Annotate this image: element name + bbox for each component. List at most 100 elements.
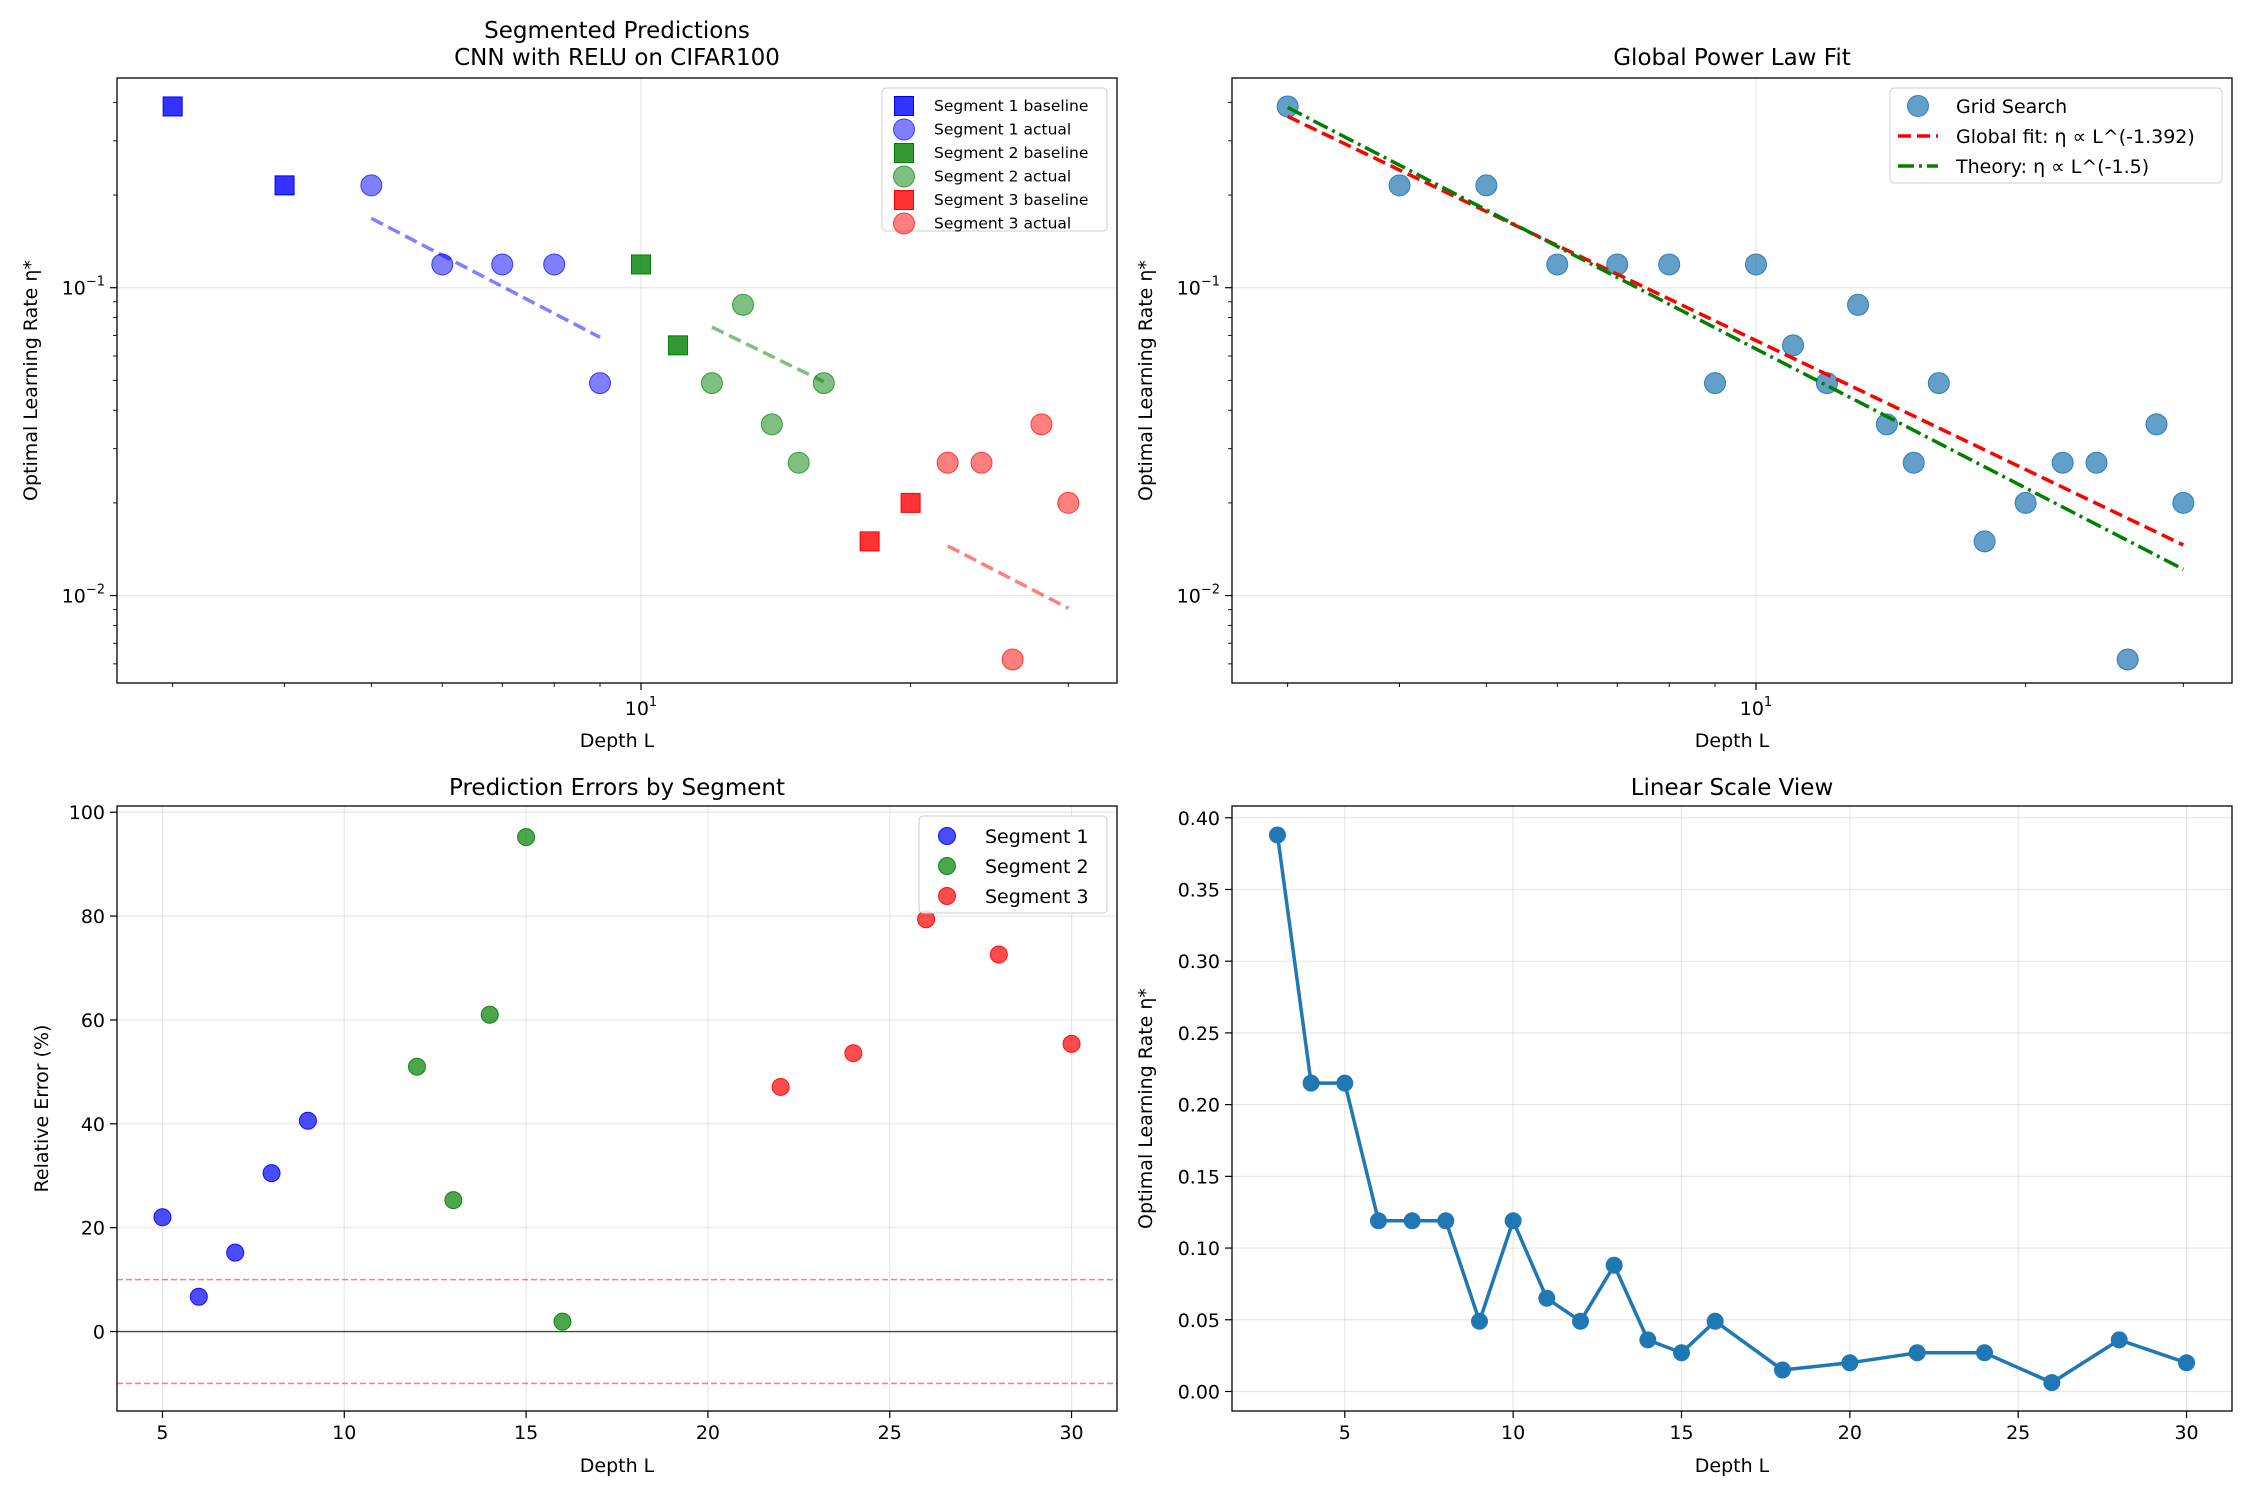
error-point [226, 1243, 245, 1262]
legend-marker [894, 143, 914, 163]
actual-point [543, 253, 566, 276]
series-point [1841, 1354, 1859, 1372]
series-point [1774, 1361, 1792, 1379]
chart-title: Prediction Errors by Segment [449, 775, 785, 801]
grid-search-point [2172, 491, 2195, 514]
legend-label: Theory: η ∝ L^(-1.5) [1955, 156, 2149, 178]
x-tick-label: 101 [625, 695, 657, 720]
y-tick-label: 10−2 [62, 583, 105, 608]
y-tick-label: 60 [81, 1010, 105, 1032]
series-point [1470, 1312, 1488, 1330]
legend-label: Segment 3 actual [934, 215, 1071, 233]
series-point [1369, 1212, 1387, 1230]
baseline-point [859, 531, 880, 552]
axes-frame [116, 805, 1118, 1412]
series-point [2110, 1331, 2128, 1349]
legend-label: Segment 1 [985, 826, 1089, 848]
x-tick-label: 101 [1740, 695, 1772, 720]
x-tick-label: 20 [696, 1422, 720, 1444]
grid-search-point [1475, 174, 1498, 197]
baseline-point [162, 96, 183, 117]
error-point [189, 1287, 208, 1306]
actual-point [588, 372, 611, 395]
series-point [1504, 1212, 1522, 1230]
grid-search-point [2145, 413, 2168, 436]
error-point [553, 1312, 572, 1331]
axes-frame [116, 77, 1118, 684]
error-point [153, 1208, 172, 1227]
x-tick-label: 30 [1059, 1422, 1083, 1444]
y-tick-label: 0.00 [1178, 1381, 1220, 1403]
legend-label: Segment 2 baseline [934, 144, 1088, 162]
y-axis-label: Optimal Learning Rate η* [20, 260, 42, 501]
panel-linear-scale-view: 5 10 15 20 25 30 0.00 0.05 0.10 0.15 0.20 0.25 0.30 0… [1135, 775, 2233, 1477]
error-point [480, 1005, 499, 1024]
actual-point [700, 372, 723, 395]
grid-search-point [1847, 293, 1870, 316]
x-axis-label: Depth L [580, 730, 655, 752]
grid-search-point [1973, 530, 1996, 553]
y-tick-label: 0.20 [1178, 1095, 1220, 1117]
prediction-line [370, 216, 601, 339]
x-tick-label: 15 [514, 1422, 538, 1444]
theory-line [1286, 105, 2185, 571]
grid-search-point [2116, 648, 2139, 671]
error-point [517, 828, 536, 847]
x-tick-label: 30 [2174, 1422, 2198, 1444]
legend-marker [938, 827, 956, 845]
series-point [1672, 1344, 1690, 1362]
series-point [1908, 1344, 1926, 1362]
error-point [408, 1057, 426, 1076]
grid-search-point [1388, 174, 1411, 197]
actual-point [970, 451, 993, 474]
series-point [1706, 1312, 1724, 1330]
y-axis-label: Relative Error (%) [31, 1025, 53, 1193]
series-point [1538, 1289, 1556, 1307]
x-tick-label: 10 [1501, 1422, 1525, 1444]
grid-search-point [1276, 95, 1299, 118]
legend-label: Segment 2 [985, 856, 1089, 878]
chart-title: Global Power Law Fit [1613, 45, 1851, 71]
baseline-point [668, 335, 689, 356]
global-fit-line [1286, 114, 2185, 547]
legend-label: Grid Search [1956, 96, 2067, 118]
series-point [1336, 1074, 1354, 1092]
y-tick-label: 0.10 [1178, 1238, 1220, 1260]
legend-marker [894, 190, 914, 210]
actual-point [787, 451, 810, 474]
x-tick-label: 15 [1669, 1422, 1693, 1444]
x-tick-label: 5 [1339, 1422, 1351, 1444]
grid-search-point [1782, 334, 1805, 357]
x-axis-label: Depth L [1695, 730, 1770, 752]
legend-label: Segment 3 baseline [934, 191, 1088, 209]
error-point [989, 945, 1008, 964]
grid-search-point [1546, 253, 1569, 276]
legend-label: Segment 2 actual [934, 168, 1071, 186]
y-tick-label: 0.35 [1178, 879, 1220, 901]
x-tick-label: 20 [1838, 1422, 1862, 1444]
x-tick-label: 5 [156, 1422, 168, 1444]
y-axis-label: Optimal Learning Rate η* [1135, 260, 1157, 501]
legend-marker [938, 857, 956, 875]
series-point [2178, 1354, 2196, 1372]
y-tick-label: 20 [81, 1218, 105, 1240]
y-tick-label: 0.40 [1178, 808, 1220, 830]
actual-point [812, 372, 835, 395]
y-tick-label: 0.30 [1178, 951, 1220, 973]
series-point [1437, 1212, 1455, 1230]
series-point [1302, 1074, 1320, 1092]
grid-search-point [2085, 451, 2108, 474]
y-tick-label: 10−1 [1177, 275, 1220, 300]
error-point [298, 1111, 317, 1130]
axes-frame [1231, 805, 2233, 1412]
actual-point [360, 174, 383, 197]
baseline-point [630, 254, 651, 275]
x-tick-label: 10 [332, 1422, 356, 1444]
x-axis-label: Depth L [580, 1455, 655, 1477]
error-point [444, 1191, 463, 1210]
legend-label: Segment 1 baseline [934, 97, 1088, 115]
actual-point [936, 451, 959, 474]
grid-search-point [1703, 372, 1726, 395]
